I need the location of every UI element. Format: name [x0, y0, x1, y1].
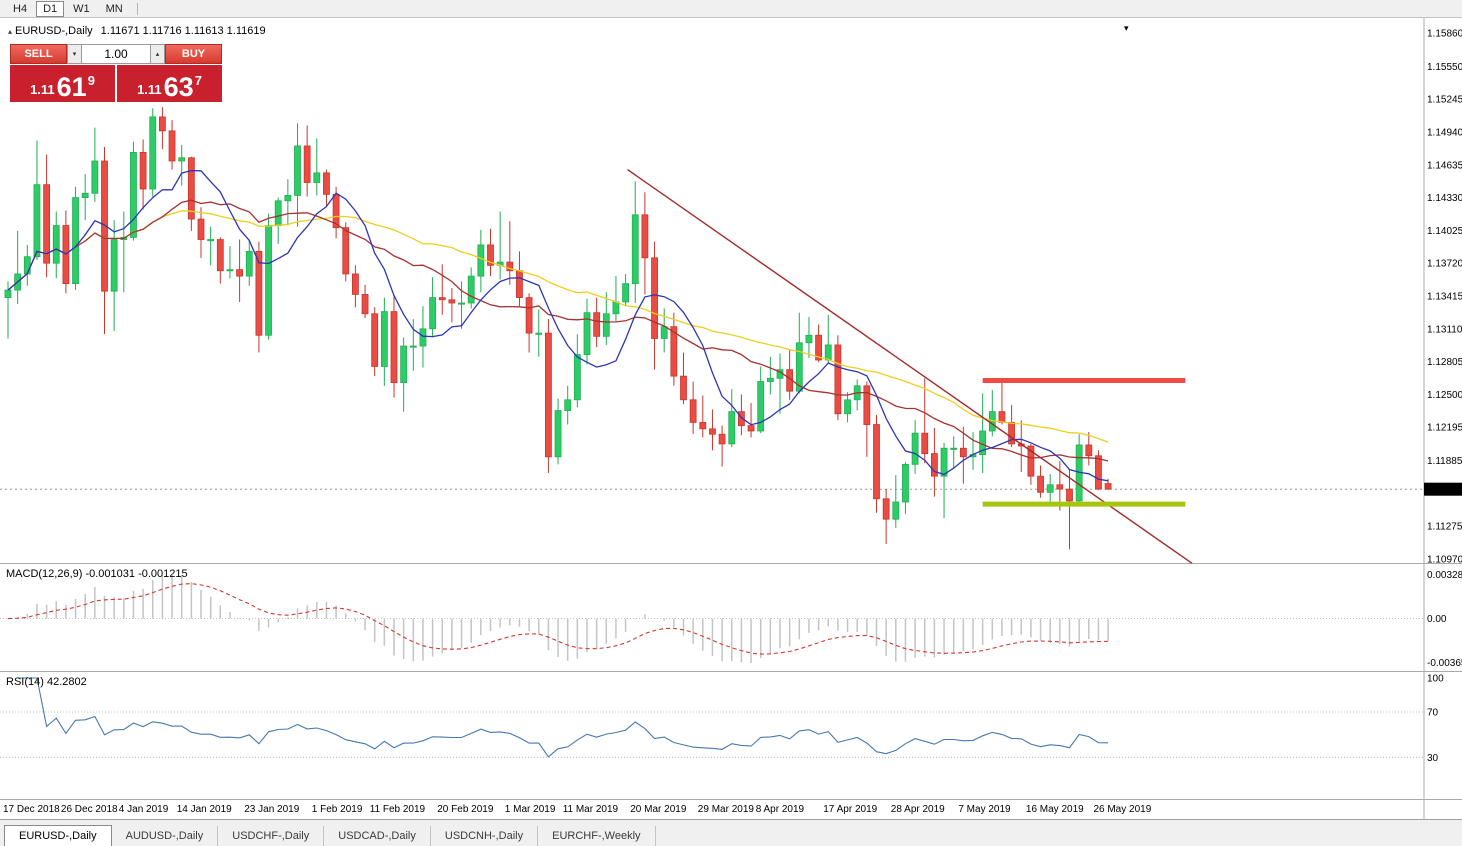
sell-button[interactable]: SELL: [10, 44, 67, 64]
macd-axis-min: -0.003655: [1427, 658, 1462, 669]
rsi-axis-label: 70: [1427, 707, 1439, 718]
symbol-marker-icon: ▴: [8, 27, 13, 36]
price-axis-label: 1.10970: [1427, 555, 1462, 566]
symbol-name: EURUSD-,Daily: [15, 25, 93, 37]
candlestick-series: [4, 107, 1112, 550]
chart-symbol-header: ▴ EURUSD-,Daily 1.11671 1.11716 1.11613 1.…: [8, 25, 266, 37]
date-axis-label: 11 Mar 2019: [563, 804, 619, 815]
date-axis-label: 11 Feb 2019: [370, 804, 426, 815]
volume-input[interactable]: 1.00: [82, 44, 150, 64]
symbol-ohlc: 1.11671 1.11716 1.11613 1.11619: [100, 25, 266, 37]
date-axis-label: 28 Apr 2019: [891, 804, 945, 815]
rsi-axis-label: 100: [1427, 674, 1444, 685]
timeframe-button-d1[interactable]: D1: [36, 0, 65, 17]
date-axis-label: 17 Apr 2019: [823, 804, 877, 815]
svg-text:1.11619: 1.11619: [1427, 485, 1462, 496]
sell-price-prefix: 1.11: [30, 82, 55, 97]
date-axis-label: 8 Apr 2019: [756, 804, 805, 815]
chart-tab-eurchf-weekly[interactable]: EURCHF-,Weekly: [538, 826, 656, 846]
date-axis[interactable]: 17 Dec 2018 26 Dec 2018 4 Jan 2019 14 Jan 2…: [3, 804, 1152, 815]
price-axis-label: 1.14940: [1427, 127, 1462, 138]
date-axis-label: 29 Mar 2019: [698, 804, 755, 815]
ma-fast-line: [7, 169, 1109, 482]
chart-tab-usdcad-daily[interactable]: USDCAD-,Daily: [324, 826, 431, 846]
rsi-label: RSI(14) 42.2802: [6, 676, 87, 688]
timeframe-toolbar: H4 D1 W1 MN: [0, 0, 1462, 18]
timeframe-button-w1[interactable]: W1: [73, 2, 90, 15]
price-axis-label: 1.12195: [1427, 423, 1462, 434]
macd-label: MACD(12,26,9) -0.001031 -0.001215: [6, 568, 188, 580]
price-axis-label: 1.15860: [1427, 29, 1462, 40]
date-axis-label: 1 Feb 2019: [312, 804, 363, 815]
buy-price-display[interactable]: 1.11 63 7: [117, 65, 222, 102]
price-axis-label: 1.14635: [1427, 160, 1462, 171]
sell-price-pip: 9: [87, 73, 95, 88]
price-axis-label: 1.11275: [1427, 522, 1462, 533]
ma-slow-line: [7, 210, 1109, 443]
chart-tab-usdchf-daily[interactable]: USDCHF-,Daily: [218, 826, 325, 846]
chart-canvas[interactable]: ▾ 1.158601.155501.152451.149401.146351.1…: [0, 18, 1462, 819]
ma-mid-line: [7, 199, 1109, 462]
rsi-line: [17, 677, 1109, 758]
buy-price-big: 63: [163, 72, 194, 103]
current-price-tag: [1424, 482, 1462, 496]
price-axis-label: 1.14025: [1427, 226, 1462, 237]
volume-increase-button[interactable]: ▴: [150, 44, 165, 64]
price-axis-label: 1.15550: [1427, 62, 1462, 73]
timeframe-button-mn[interactable]: MN: [105, 2, 123, 15]
moving-average-lines: [7, 169, 1109, 482]
price-axis-label: 1.13415: [1427, 292, 1462, 303]
date-axis-label: 26 Dec 2018: [61, 804, 118, 815]
macd-signal-line: [7, 583, 1109, 655]
macd-panel: 0.003287 0.00 -0.003655: [0, 570, 1462, 669]
price-axis-label: 1.13110: [1427, 324, 1462, 335]
chart-tabs-bar: EURUSD-,Daily AUDUSD-,Daily USDCHF-,Daily U…: [0, 819, 1462, 846]
date-axis-label: 16 May 2019: [1026, 804, 1084, 815]
rsi-panel: 100 70 30: [0, 674, 1444, 764]
timeframe-button-h4[interactable]: H4: [13, 2, 28, 15]
price-axis[interactable]: 1.15860 1.15550 1.15245 1.14940 1.14635 1.143…: [1424, 29, 1462, 566]
chart-tab-audusd-daily[interactable]: AUDUSD-,Daily: [112, 826, 219, 846]
date-axis-label: 20 Mar 2019: [630, 804, 687, 815]
sell-price-big: 61: [56, 72, 87, 103]
macd-axis-max: 0.003287: [1427, 570, 1462, 581]
chart-tab-usdcnh-daily[interactable]: USDCNH-,Daily: [431, 826, 539, 846]
rsi-axis-label: 30: [1427, 753, 1439, 764]
chart-gridlines: ▾: [0, 18, 1462, 819]
price-axis-label: 1.15245: [1427, 95, 1462, 106]
buy-price-prefix: 1.11: [137, 82, 162, 97]
one-click-trading-panel: SELL ▾ 1.00 ▴ BUY 1.11 61 9 1.11 63 7: [10, 44, 222, 102]
toolbar-separator: [136, 2, 138, 15]
macd-axis-zero: 0.00: [1427, 614, 1447, 625]
chart-tab-eurusd-daily[interactable]: EURUSD-,Daily: [4, 825, 112, 846]
price-axis-label: 1.14330: [1427, 193, 1462, 204]
date-axis-label: 4 Jan 2019: [119, 804, 169, 815]
drawn-objects[interactable]: [627, 169, 1193, 564]
price-axis-label: 1.11885: [1427, 456, 1462, 467]
sell-price-display[interactable]: 1.11 61 9: [10, 65, 115, 102]
price-shift-marker-icon: ▾: [1124, 23, 1129, 33]
date-axis-label: 14 Jan 2019: [177, 804, 232, 815]
buy-button[interactable]: BUY: [165, 44, 222, 64]
volume-decrease-button[interactable]: ▾: [67, 44, 82, 64]
date-axis-label: 1 Mar 2019: [505, 804, 556, 815]
price-axis-label: 1.12500: [1427, 390, 1462, 401]
price-axis-label: 1.13720: [1427, 259, 1462, 270]
date-axis-label: 23 Jan 2019: [244, 804, 299, 815]
date-axis-label: 7 May 2019: [958, 804, 1011, 815]
date-axis-label: 20 Feb 2019: [437, 804, 494, 815]
descending-trendline[interactable]: [627, 169, 1193, 564]
price-axis-label: 1.12805: [1427, 357, 1462, 368]
buy-price-pip: 7: [194, 73, 202, 88]
date-axis-label: 17 Dec 2018: [3, 804, 60, 815]
date-axis-label: 26 May 2019: [1093, 804, 1151, 815]
